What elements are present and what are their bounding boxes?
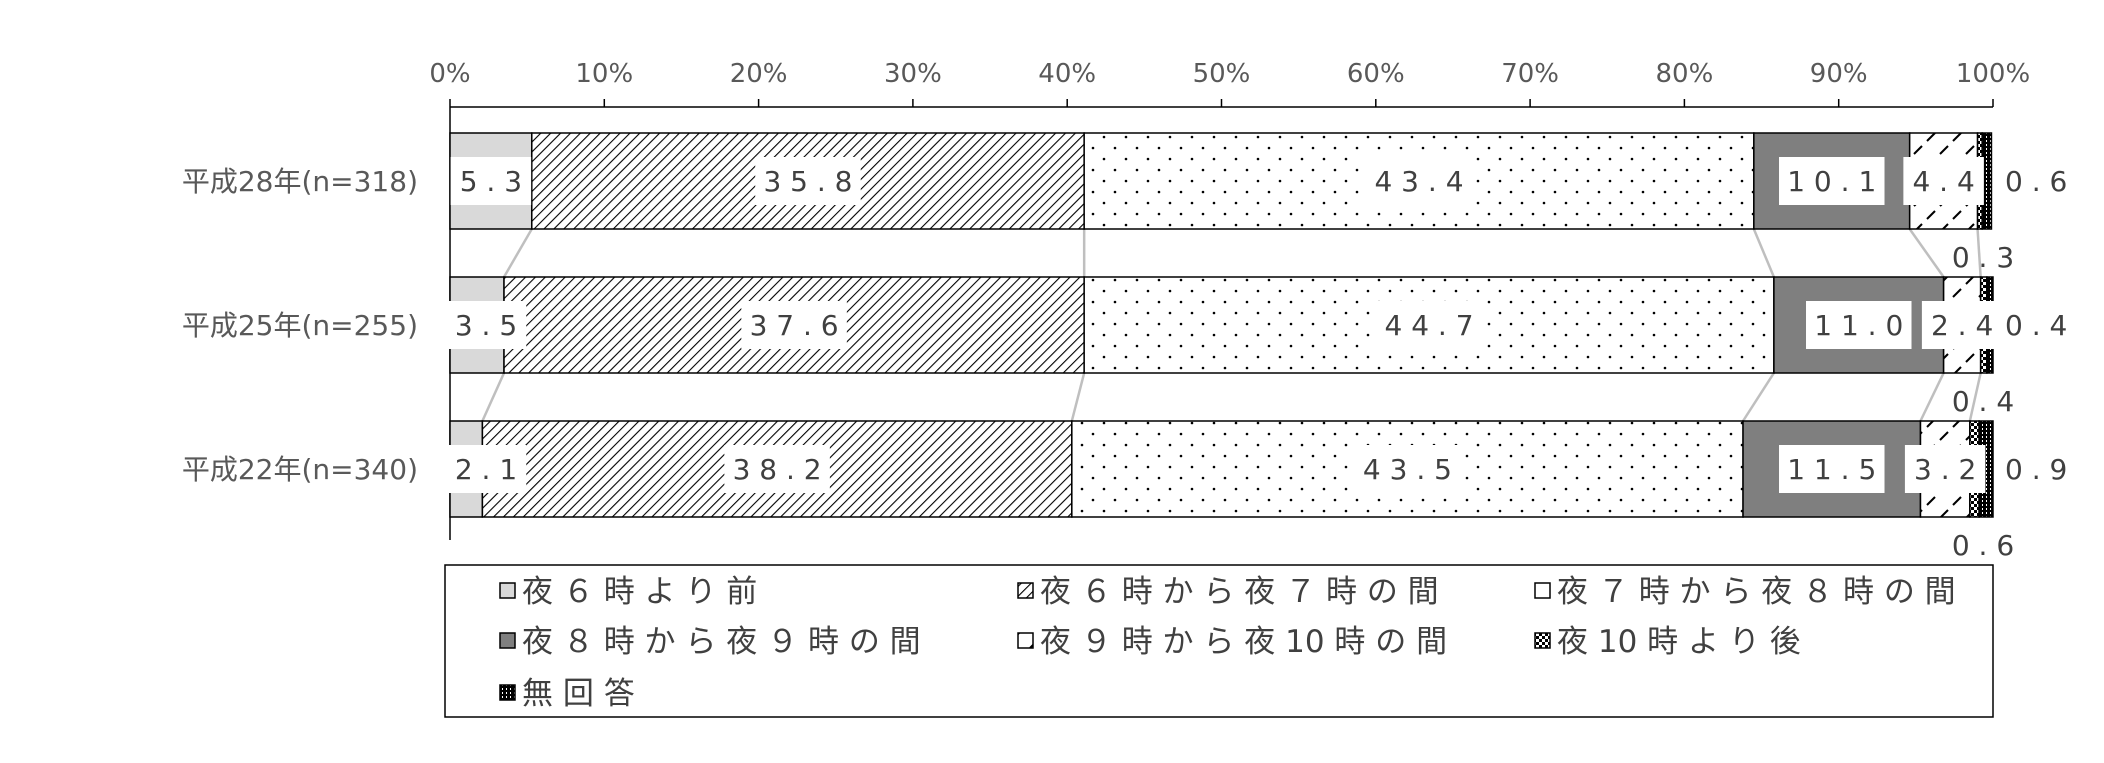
- legend-swatch: [1017, 582, 1034, 599]
- data-label-box: [445, 445, 527, 493]
- legend-entry: 夜 ７ 時 か ら 夜 ８ 時 の 間: [1557, 574, 1956, 610]
- data-label: 0 . 6: [1952, 529, 2014, 562]
- legend-entry: 夜 ８ 時 か ら 夜 ９ 時 の 間: [522, 624, 921, 660]
- x-tick-label: 50%: [1193, 59, 1251, 89]
- category-labels: 平成28年(n=318) 平成25年(n=255) 平成22年(n=340): [182, 165, 418, 486]
- category-label: 平成22年(n=340): [182, 453, 418, 486]
- legend-entry: 無 回 答: [522, 676, 635, 712]
- data-label: 3 7 . 6: [750, 309, 839, 342]
- data-label-box: [741, 301, 847, 349]
- series-line: [481, 372, 506, 422]
- data-label: 0 . 4: [1952, 385, 2014, 418]
- data-label-box: [450, 157, 532, 205]
- series-line: [1976, 228, 1982, 278]
- data-label-box: [1366, 157, 1472, 205]
- series-lines: [481, 228, 1982, 422]
- x-tick-label: 20%: [730, 59, 788, 89]
- legend: 夜 ６ 時 よ り 前 夜 ６ 時 か ら 夜 ７ 時 の 間 夜 ７ 時 か ら …: [444, 564, 1994, 718]
- x-tick-label: 60%: [1347, 59, 1405, 89]
- data-label-box: [1354, 445, 1461, 493]
- x-tick-label: 30%: [884, 59, 942, 89]
- data-label-box: [1779, 157, 1885, 205]
- data-label: 0 . 6: [2005, 165, 2067, 198]
- data-label: 1 0 . 1: [1787, 165, 1876, 198]
- x-tick-label: 80%: [1656, 59, 1714, 89]
- bars: [449, 132, 1994, 518]
- x-tick-label: 0%: [429, 59, 470, 89]
- category-label: 平成28年(n=318): [182, 165, 418, 198]
- series-line: [1070, 372, 1086, 422]
- data-label-box: [1806, 301, 1912, 349]
- legend-entry: 夜 ９ 時 か ら 夜 10 時 の 間: [1040, 624, 1447, 660]
- legend-entry: 夜 ６ 時 よ り 前: [522, 574, 757, 610]
- data-label-box: [1904, 445, 1986, 493]
- data-label: 4 3 . 5: [1363, 453, 1452, 486]
- x-tick-label: 10%: [575, 59, 633, 89]
- data-labels: 5 . 3 3 5 . 8 4 3 . 4 1 0 . 1 4 . 4 0 . 3 0 . …: [445, 157, 2067, 562]
- legend-swatch: [1534, 632, 1551, 649]
- data-label-box: [724, 445, 830, 493]
- data-label: 3 5 . 8: [763, 165, 852, 198]
- data-label: 4 4 . 7: [1385, 309, 1474, 342]
- data-label: 3 . 2: [1914, 453, 1976, 486]
- data-label-box: [445, 301, 527, 349]
- series-line: [1752, 228, 1776, 278]
- data-label-box: [1903, 157, 1984, 205]
- x-tick-label: 100%: [1956, 59, 2030, 89]
- data-label: 5 . 3: [460, 165, 522, 198]
- data-label: 3 . 5: [455, 309, 517, 342]
- x-tick-label: 40%: [1038, 59, 1096, 89]
- x-axis-ticks: 0% 10% 20% 30% 40% 50% 60% 70% 80% 90% 100%: [429, 59, 2030, 540]
- series-line: [1908, 228, 1945, 278]
- data-label-box: [755, 157, 861, 205]
- legend-box: [444, 564, 1994, 718]
- data-label-box: [1779, 445, 1885, 493]
- data-label: 0 . 3: [1952, 241, 2014, 274]
- data-label: 3 8 . 2: [733, 453, 822, 486]
- series-line: [502, 228, 533, 278]
- data-label: 2 . 1: [455, 453, 517, 486]
- data-label: 2 . 4: [1931, 309, 1993, 342]
- x-tick-label: 90%: [1810, 59, 1868, 89]
- legend-swatch: [499, 684, 516, 701]
- legend-swatch: [499, 632, 516, 649]
- legend-entry: 夜 ６ 時 か ら 夜 ７ 時 の 間: [1040, 574, 1439, 610]
- series-line: [1741, 372, 1775, 422]
- legend-swatch: [1534, 582, 1551, 599]
- data-label: 0 . 4: [2005, 309, 2067, 342]
- data-label: 1 1 . 0: [1814, 309, 1903, 342]
- data-label: 0 . 9: [2005, 453, 2067, 486]
- data-label-box: [1376, 301, 1482, 349]
- legend-swatch: [499, 582, 516, 599]
- series-line: [1919, 372, 1945, 422]
- x-tick-label: 70%: [1501, 59, 1559, 89]
- legend-entry: 夜 10 時 よ り 後: [1557, 624, 1801, 660]
- series-line: [1968, 372, 1982, 422]
- data-label: 1 1 . 5: [1787, 453, 1876, 486]
- data-label: 4 . 4: [1912, 165, 1974, 198]
- category-label: 平成25年(n=255): [182, 309, 418, 342]
- legend-swatch: [1017, 632, 1034, 649]
- data-label-box: [1921, 301, 2003, 349]
- data-label: 4 3 . 4: [1374, 165, 1463, 198]
